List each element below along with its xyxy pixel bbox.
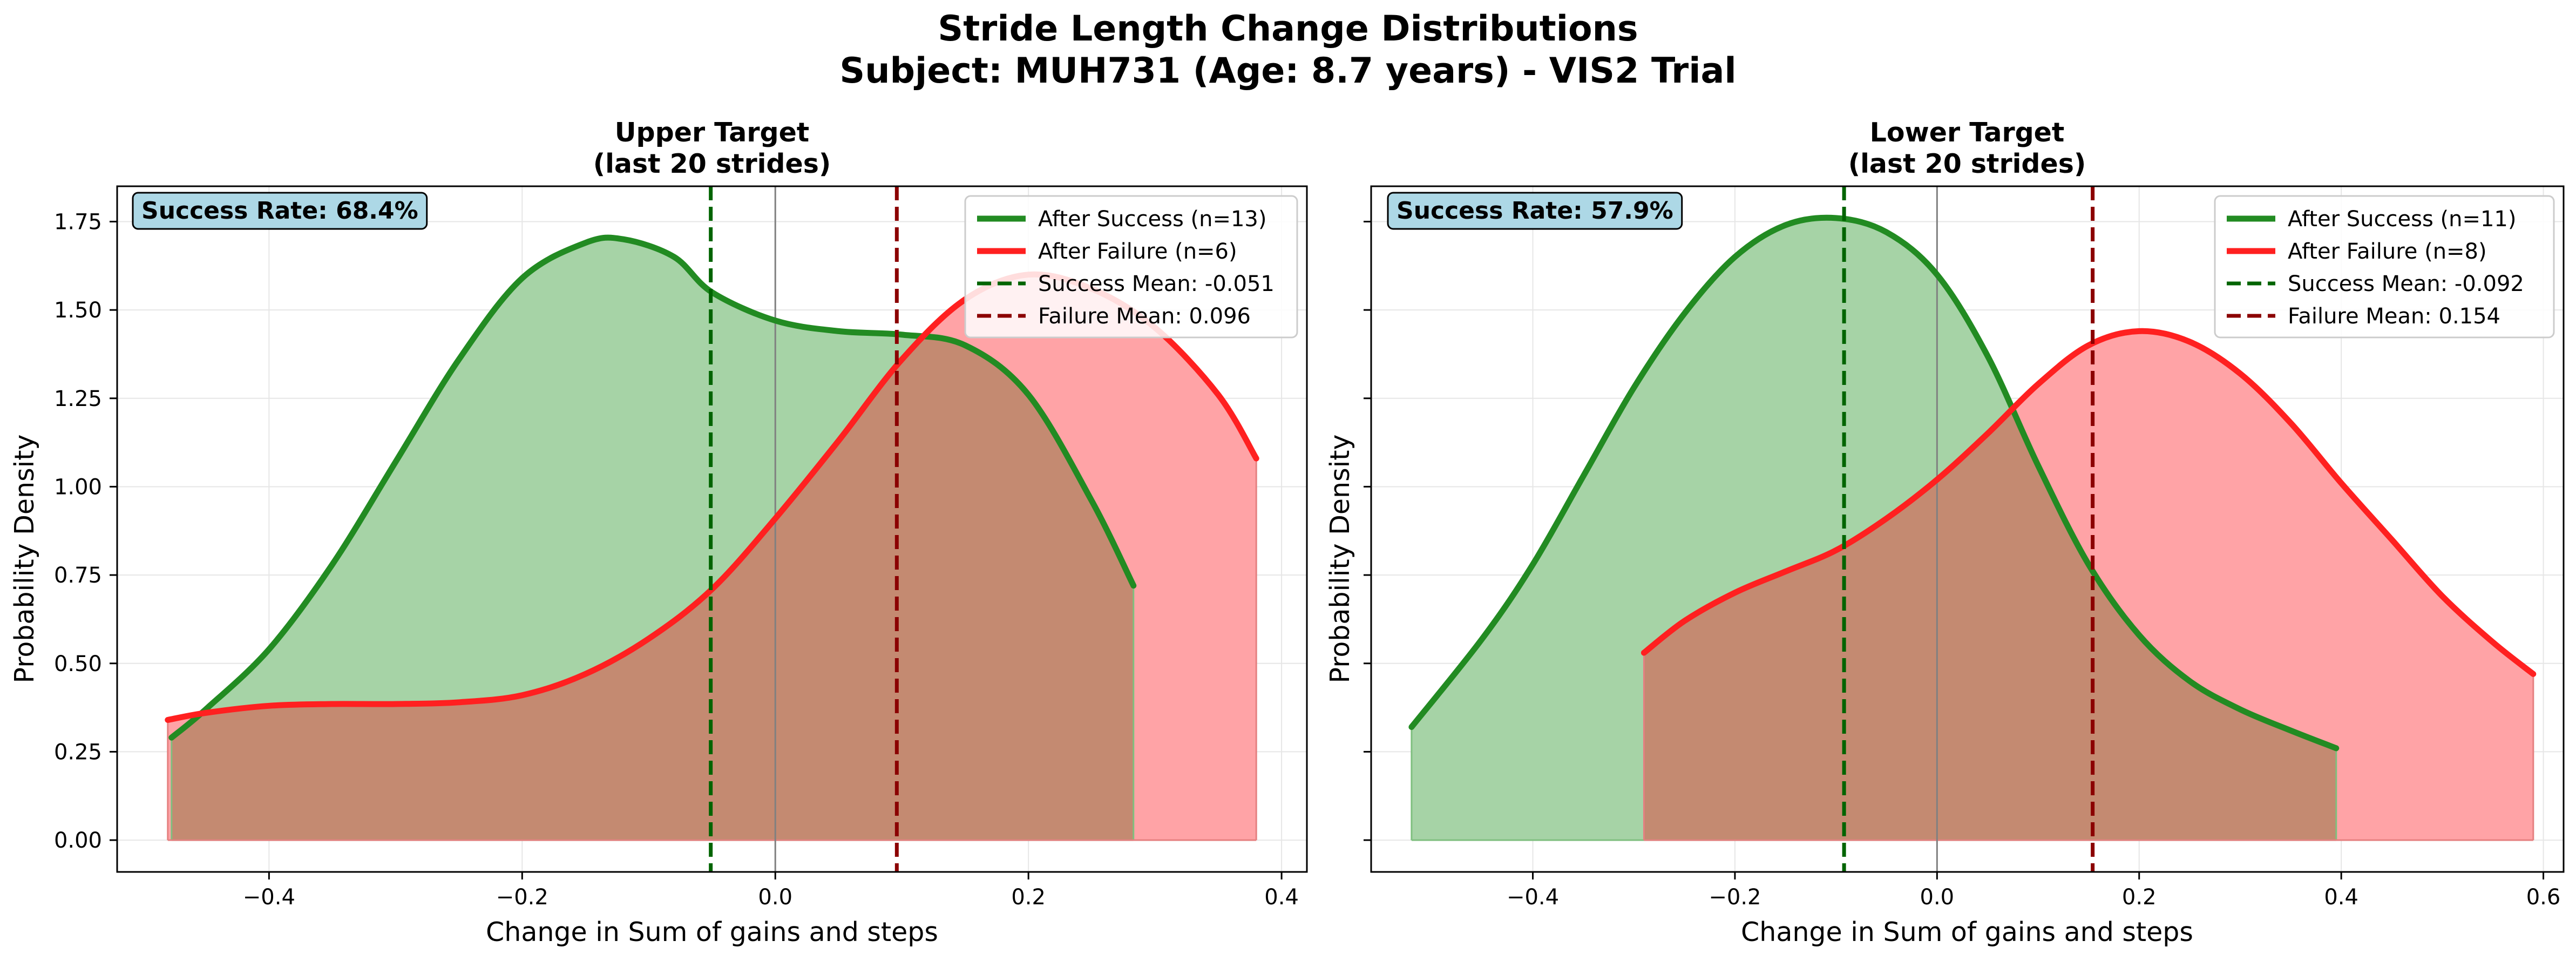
figure-title-line2: Subject: MUH731 (Age: 8.7 years) - VIS2 …: [839, 51, 1736, 91]
y-tick-label: 1.25: [54, 387, 102, 411]
legend: After Success (n=13) After Failure (n=6) S…: [964, 195, 1298, 339]
plot-area: −0.4 −0.2 0.0 0.2 0.4 0.00 0.25 0.50 0.75 1.00 1.2…: [54, 185, 1308, 910]
x-tick-label: 0.6: [2526, 885, 2561, 910]
success-rate-box: [132, 192, 428, 230]
panel-title-line1: Lower Target: [1870, 117, 2065, 148]
panel-title-line2: (last 20 strides): [593, 148, 831, 179]
x-axis-label: Change in Sum of gains and steps: [486, 917, 938, 948]
x-tick-label: −0.4: [243, 885, 295, 910]
success-density-curve: [1408, 214, 2340, 752]
x-tick-label: 0.0: [1920, 885, 1955, 910]
x-tick-label: 0.0: [758, 885, 792, 910]
legend-label: Failure Mean: 0.096: [1038, 304, 1251, 329]
x-tick-label: 0.4: [1264, 885, 1299, 910]
x-tick-label: 0.4: [2324, 885, 2358, 910]
axes-frame: [116, 185, 1308, 873]
y-tick-label: 1.00: [54, 475, 102, 499]
success-rate-annotation: Success Rate: 57.9%: [1397, 197, 1673, 225]
figure-title-line1: Stride Length Change Distributions: [938, 9, 1638, 49]
failure-density-curve: [1640, 328, 2537, 677]
x-tick-label: −0.2: [496, 885, 548, 910]
y-axis-label: Probability Density: [1325, 435, 1355, 683]
y-tick-label: 0.25: [54, 740, 102, 764]
panel-title-line1: Upper Target: [615, 117, 809, 148]
upper-target-panel: −0.4 −0.2 0.0 0.2 0.4 0.00 0.25 0.50 0.75 1.00 1.2…: [9, 117, 1308, 948]
legend-label: After Success (n=13): [1038, 207, 1266, 232]
x-tick-label: −0.4: [1507, 885, 1559, 910]
legend-label: Failure Mean: 0.154: [2288, 304, 2500, 329]
legend-label: Success Mean: -0.051: [1038, 272, 1275, 296]
y-tick-label: 0.00: [54, 828, 102, 853]
success-rate-annotation: Success Rate: 68.4%: [141, 197, 418, 225]
panel-title-line2: (last 20 strides): [1848, 148, 2086, 179]
legend-frame: [964, 195, 1298, 339]
legend-label: After Failure (n=8): [2288, 239, 2487, 264]
success-rate-box: [1387, 192, 1683, 230]
y-axis-label: Probability Density: [9, 435, 40, 683]
x-tick-label: 0.2: [1011, 885, 1046, 910]
axes-frame: [1370, 185, 2565, 873]
y-tick-label: 0.75: [54, 563, 102, 588]
legend-label: Success Mean: -0.092: [2288, 272, 2524, 296]
x-tick-label: −0.2: [1709, 885, 1761, 910]
plot-area: −0.4 −0.2 0.0 0.2 0.4 0.6: [1364, 185, 2565, 910]
x-tick-label: 0.2: [2122, 885, 2157, 910]
legend-label: After Success (n=11): [2288, 207, 2516, 232]
lower-target-panel: −0.4 −0.2 0.0 0.2 0.4 0.6 Lower Target (last …: [1325, 117, 2565, 948]
legend-frame: [2214, 195, 2555, 339]
success-density-curve: [168, 234, 1137, 741]
x-axis-label: Change in Sum of gains and steps: [1741, 917, 2193, 948]
y-tick-label: 1.50: [54, 298, 102, 323]
legend-label: After Failure (n=6): [1038, 239, 1237, 264]
legend: After Success (n=11) After Failure (n=8) S…: [2214, 195, 2555, 339]
y-tick-label: 1.75: [54, 209, 102, 234]
y-tick-label: 0.50: [54, 652, 102, 676]
